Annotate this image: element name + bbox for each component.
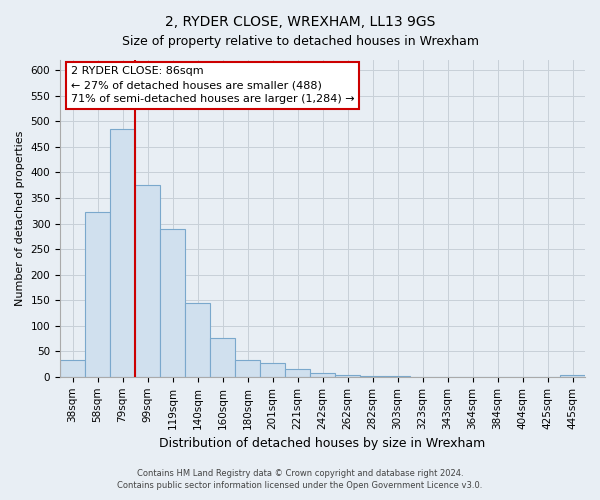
Bar: [360, 376, 385, 377]
Text: 2, RYDER CLOSE, WREXHAM, LL13 9GS: 2, RYDER CLOSE, WREXHAM, LL13 9GS: [165, 15, 435, 29]
Bar: [60, 360, 85, 377]
Y-axis label: Number of detached properties: Number of detached properties: [15, 130, 25, 306]
Text: Contains HM Land Registry data © Crown copyright and database right 2024.
Contai: Contains HM Land Registry data © Crown c…: [118, 468, 482, 490]
Bar: [260, 362, 285, 377]
Bar: [135, 185, 160, 377]
X-axis label: Distribution of detached houses by size in Wrexham: Distribution of detached houses by size …: [160, 437, 485, 450]
Text: 2 RYDER CLOSE: 86sqm
← 27% of detached houses are smaller (488)
71% of semi-deta: 2 RYDER CLOSE: 86sqm ← 27% of detached h…: [71, 66, 354, 104]
Bar: [85, 212, 110, 377]
Bar: [235, 360, 260, 377]
Bar: [560, 376, 585, 377]
Bar: [335, 376, 360, 377]
Bar: [385, 376, 410, 377]
Bar: [310, 373, 335, 377]
Bar: [160, 228, 185, 377]
Bar: [185, 302, 210, 377]
Bar: [210, 338, 235, 377]
Bar: [110, 130, 135, 377]
Bar: [285, 369, 310, 377]
Text: Size of property relative to detached houses in Wrexham: Size of property relative to detached ho…: [121, 35, 479, 48]
